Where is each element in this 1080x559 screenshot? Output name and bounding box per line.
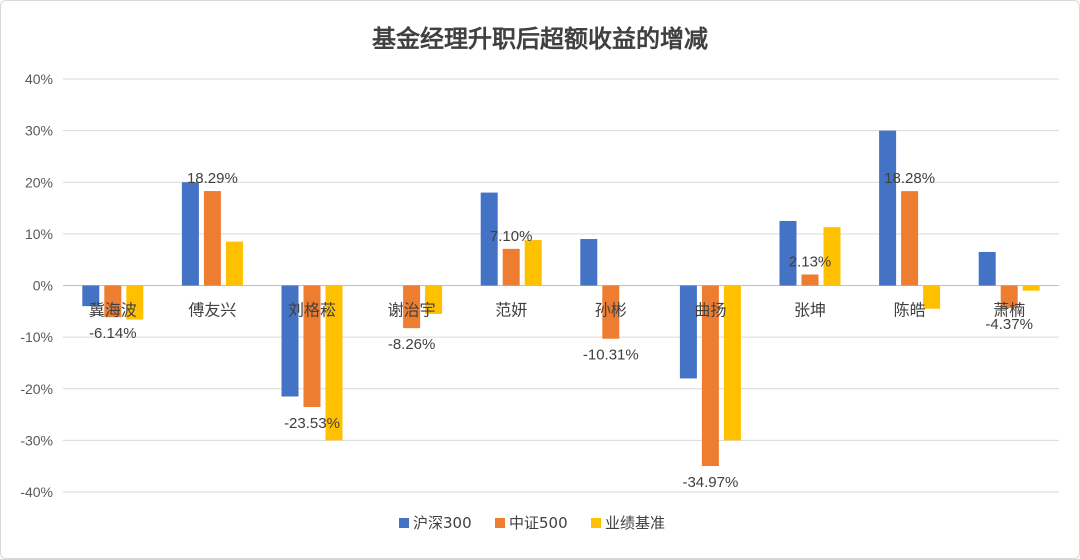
bar (978, 251, 996, 286)
bar (524, 240, 542, 286)
category-label: 刘格菘 (288, 301, 336, 320)
bar (723, 285, 741, 441)
data-label: -4.37% (985, 316, 1033, 333)
bar (580, 239, 598, 286)
category-labels: 冀海波 傅友兴 刘格菘 谢治宇 范妍 孙彬 曲扬 张坤 陈皓 萧楠 (89, 301, 1025, 320)
data-label: -6.14% (89, 325, 137, 342)
y-tick-label: -40% (20, 484, 53, 500)
data-label: -10.31% (583, 347, 639, 364)
legend-swatch (495, 518, 505, 528)
data-labels: -6.14% 18.29% -23.53% -8.26% 7.10% -10.31% -34… (89, 170, 1033, 491)
y-axis-ticks: 40% 30% 20% 10% 0% -10% -20% -30% -40% (20, 71, 53, 500)
bar (679, 285, 697, 379)
bar (325, 285, 343, 441)
bar (602, 285, 620, 339)
category-label: 张坤 (794, 301, 826, 320)
category-label: 陈皓 (894, 301, 926, 320)
y-tick-label: 30% (25, 123, 53, 139)
bar (126, 285, 144, 320)
bar (225, 241, 243, 286)
bar (801, 274, 819, 286)
bar (1022, 285, 1040, 291)
bar (181, 182, 199, 286)
bar (502, 248, 520, 286)
bar (901, 191, 919, 286)
data-label: -34.97% (682, 474, 738, 491)
bar (82, 285, 100, 307)
chart-title: 基金经理升职后超额收益的增减 (372, 25, 708, 53)
y-tick-label: 40% (25, 71, 53, 87)
legend-label: 沪深300 (413, 514, 472, 532)
bar (425, 285, 443, 314)
category-label: 谢治宇 (388, 301, 436, 320)
legend: 沪深300 中证500 业绩基准 (399, 514, 665, 532)
bar (480, 192, 498, 286)
legend-label: 业绩基准 (605, 514, 665, 532)
bar (403, 285, 421, 329)
legend-label: 中证500 (509, 514, 568, 532)
bar (879, 130, 897, 286)
bar (203, 191, 221, 286)
category-label: 范妍 (495, 301, 527, 320)
category-label: 萧楠 (993, 301, 1025, 320)
category-label: 曲扬 (694, 301, 726, 320)
bars (82, 130, 1040, 467)
bar (303, 285, 321, 407)
data-label: -8.26% (388, 336, 436, 353)
category-label: 傅友兴 (188, 301, 236, 320)
y-tick-label: -30% (20, 432, 53, 448)
bar (779, 220, 797, 286)
bar (701, 285, 719, 467)
y-tick-label: 20% (25, 174, 53, 190)
legend-swatch (591, 518, 601, 528)
category-label: 冀海波 (89, 301, 137, 320)
y-tick-label: -10% (20, 329, 53, 345)
data-label: 18.28% (884, 170, 935, 187)
bar (923, 285, 941, 309)
y-tick-label: -20% (20, 381, 53, 397)
category-label: 孙彬 (595, 301, 627, 320)
bar (1000, 285, 1018, 309)
data-label: 2.13% (789, 254, 832, 271)
y-tick-label: 10% (25, 226, 53, 242)
data-label: 18.29% (187, 170, 238, 187)
bar (823, 227, 841, 286)
y-tick-label: 0% (33, 278, 53, 294)
data-label: -23.53% (284, 415, 340, 432)
bar (281, 285, 299, 397)
bar (104, 285, 122, 318)
legend-swatch (399, 518, 409, 528)
data-label: 7.10% (490, 228, 533, 245)
